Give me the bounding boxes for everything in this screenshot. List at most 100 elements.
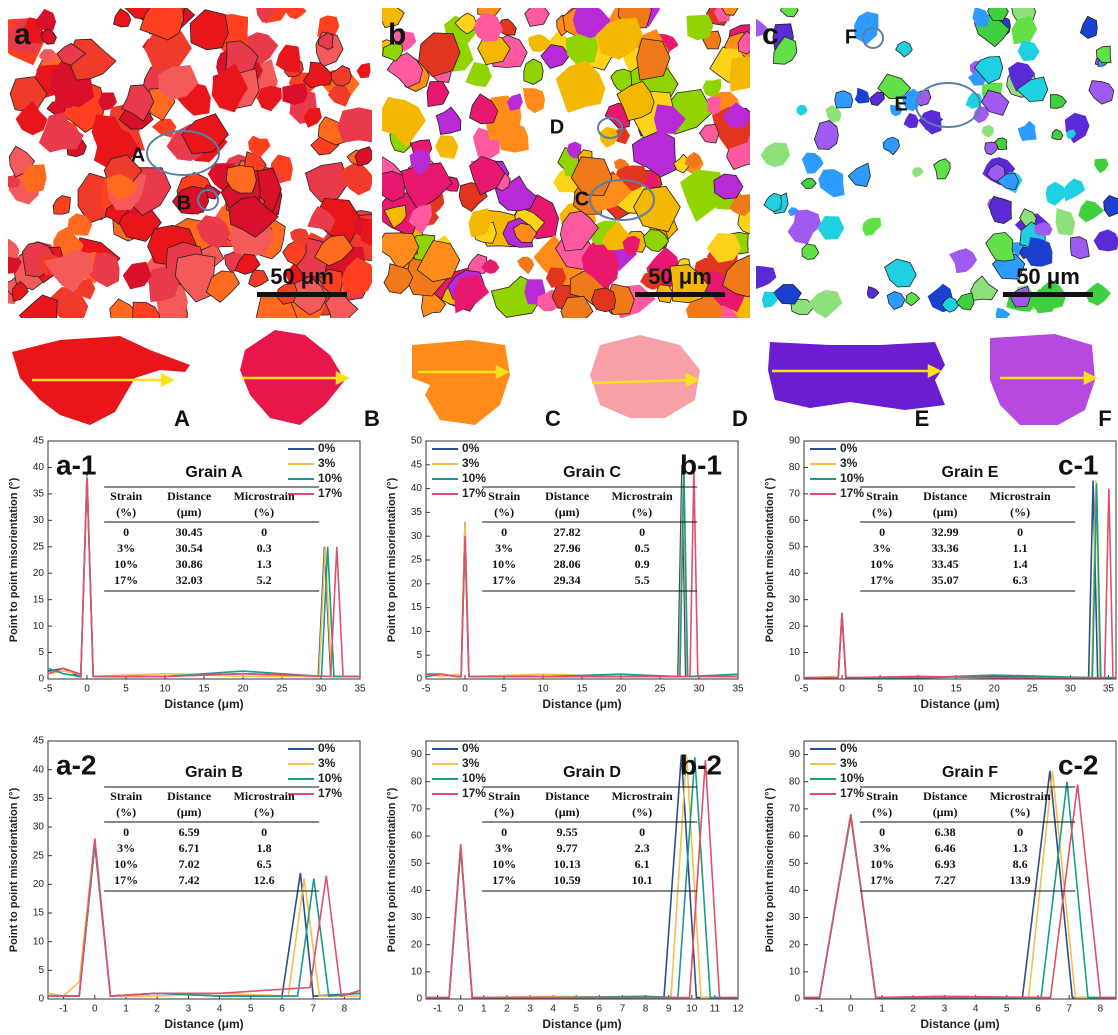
annotation-label: F: [845, 26, 857, 48]
table-cell: 0: [261, 525, 267, 539]
annotation-label: B: [177, 192, 191, 214]
x-axis-label: Distance (μm): [920, 1017, 999, 1031]
x-tick-label: 4: [217, 1004, 223, 1015]
table-cell: 30.54: [176, 541, 203, 555]
table-cell: 0: [639, 825, 645, 839]
table-header: (%): [494, 505, 514, 519]
x-tick-label: 6: [597, 1004, 603, 1015]
y-tick-label: 20: [789, 621, 801, 632]
arrowhead: [337, 373, 347, 383]
panel-label: b-1: [680, 449, 722, 480]
table-header: (%): [1010, 805, 1030, 819]
chart: 0102030405060708090-10123456789101112Dis…: [386, 741, 744, 1031]
y-tick-label: 90: [789, 436, 801, 447]
x-tick-label: 0: [462, 684, 468, 695]
x-tick-label: 10: [686, 1004, 698, 1015]
x-tick-label: 20: [615, 684, 627, 695]
y-tick-label: 15: [33, 908, 45, 919]
y-tick-label: 10: [33, 621, 45, 632]
x-tick-label: 25: [654, 684, 666, 695]
x-tick-label: 6: [279, 1004, 285, 1015]
table-cell: 10%: [870, 857, 894, 871]
table-cell: 9.77: [557, 841, 578, 855]
y-tick-label: 50: [411, 858, 423, 869]
table-header: (μm): [933, 505, 958, 519]
series-line: [48, 475, 360, 676]
legend-label: 17%: [318, 486, 342, 500]
y-tick-label: 50: [411, 436, 423, 447]
table-cell: 10%: [114, 857, 138, 871]
table-cell: 1.8: [257, 841, 272, 855]
series-line: [804, 481, 1116, 678]
table-cell: 10%: [870, 557, 894, 571]
grain-label: C: [545, 406, 561, 431]
table-header: (μm): [933, 805, 958, 819]
chart: 051015202530354045-1012345678Distance (μ…: [8, 736, 360, 1032]
y-axis-label: Point to point misorientation (°): [764, 787, 776, 952]
scale-bar-label: 50 μm: [1016, 264, 1080, 289]
legend-label: 17%: [462, 486, 486, 500]
table-cell: 3%: [117, 541, 135, 555]
table-cell: 17%: [114, 573, 138, 587]
panel-label: a-2: [56, 749, 96, 780]
grain: [1071, 237, 1090, 259]
chart-title: Grain F: [942, 764, 998, 781]
legend-label: 3%: [318, 756, 336, 770]
x-tick-label: 0: [839, 684, 845, 695]
y-tick-label: 5: [38, 647, 44, 658]
y-tick-label: 45: [33, 736, 45, 747]
y-tick-label: 25: [411, 555, 423, 566]
table-header: Microstrain: [990, 789, 1051, 803]
x-tick-label: 5: [248, 1004, 254, 1015]
table-header: Microstrain: [990, 489, 1051, 503]
table-cell: 10.59: [554, 873, 581, 887]
x-axis-label: Distance (μm): [542, 697, 621, 711]
table-header: Distance: [923, 489, 968, 503]
table-cell: 0.9: [635, 557, 650, 571]
scale-bar-label: 50 μm: [648, 264, 712, 289]
y-tick-label: 20: [411, 578, 423, 589]
y-tick-label: 35: [33, 793, 45, 804]
y-tick-label: 10: [789, 966, 801, 977]
x-tick-label: 0: [92, 1004, 98, 1015]
legend-label: 3%: [840, 756, 858, 770]
y-tick-label: 20: [411, 939, 423, 950]
y-tick-label: 60: [789, 515, 801, 526]
table-cell: 12.6: [254, 873, 275, 887]
y-tick-label: 0: [38, 994, 44, 1005]
table-header: (μm): [177, 505, 202, 519]
legend-label: 10%: [840, 471, 864, 485]
grain: [361, 220, 384, 246]
table-cell: 3%: [117, 841, 135, 855]
y-tick-label: 70: [789, 804, 801, 815]
x-tick-label: 15: [576, 684, 588, 695]
x-tick-label: 35: [354, 684, 366, 695]
grain: [524, 59, 543, 84]
table-cell: 2.3: [635, 841, 650, 855]
x-tick-label: 9: [666, 1004, 672, 1015]
table-header: (μm): [177, 805, 202, 819]
table-header: Strain: [866, 789, 898, 803]
chart-title: Grain D: [563, 764, 621, 781]
x-tick-label: -1: [433, 1004, 442, 1015]
micrograph: cFE50 μm: [750, 1, 1118, 322]
grain-label: F: [1098, 406, 1111, 431]
x-tick-label: 7: [1066, 1004, 1072, 1015]
table-cell: 0: [501, 825, 507, 839]
series-line: [48, 839, 360, 997]
table-cell: 7.27: [935, 873, 956, 887]
table-header: Strain: [488, 489, 520, 503]
table-header: (%): [116, 805, 136, 819]
x-tick-label: -5: [422, 684, 431, 695]
y-tick-label: 80: [789, 776, 801, 787]
legend-label: 3%: [318, 456, 336, 470]
table-cell: 28.06: [554, 557, 581, 571]
table-cell: 0: [261, 825, 267, 839]
table-cell: 1.4: [1013, 557, 1028, 571]
y-tick-label: 70: [789, 489, 801, 500]
table-cell: 17%: [870, 573, 894, 587]
table-header: Distance: [167, 489, 212, 503]
table-cell: 5.5: [635, 573, 650, 587]
y-tick-label: 5: [416, 650, 422, 661]
x-tick-label: 5: [1004, 1004, 1010, 1015]
